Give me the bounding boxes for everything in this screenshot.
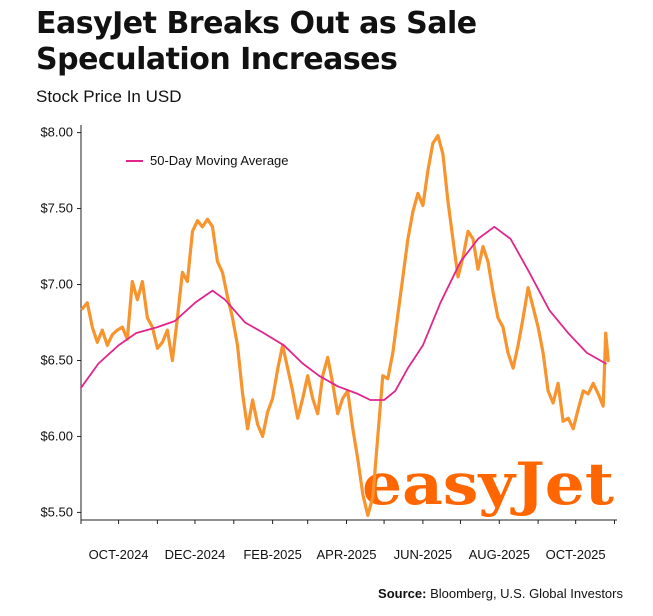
y-tick-label: $6.00 <box>40 428 73 443</box>
x-tick-label: JUN-2025 <box>394 547 453 562</box>
source-note: Source: Bloomberg, U.S. Global Investors <box>378 586 623 601</box>
x-tick-label: OCT-2024 <box>89 547 149 562</box>
source-label: Source: <box>378 586 427 601</box>
chart-subtitle: Stock Price In USD <box>36 87 182 106</box>
stock-price-chart: $5.50 $6.00 $6.50 $7.00 $7.50 $8.00 OCT-2024 D… <box>40 125 617 562</box>
source-text: Bloomberg, U.S. Global Investors <box>430 586 623 601</box>
easyjet-logo: easyJet <box>362 450 614 518</box>
y-axis-ticks: $5.50 $6.00 $6.50 $7.00 $7.50 $8.00 <box>40 125 81 519</box>
y-tick-label: $7.50 <box>40 201 73 216</box>
x-tick-label: DEC-2024 <box>165 547 226 562</box>
legend-label-ma: 50-Day Moving Average <box>150 153 289 168</box>
y-tick-label: $5.50 <box>40 504 73 519</box>
y-tick-label: $6.50 <box>40 352 73 367</box>
y-tick-label: $8.00 <box>40 125 73 140</box>
chart-legend: 50-Day Moving Average <box>126 153 289 168</box>
chart-series <box>80 134 610 517</box>
x-tick-label: FEB-2025 <box>243 547 302 562</box>
x-tick-label: APR-2025 <box>317 547 377 562</box>
x-axis-ticks: OCT-2024 DEC-2024 FEB-2025 APR-2025 JUN-2025… <box>80 520 615 562</box>
x-tick-label: OCT-2025 <box>546 547 606 562</box>
chart-axes <box>80 125 617 521</box>
chart-title: EasyJet Breaks Out as Sale Speculation I… <box>36 6 477 77</box>
moving-average-line <box>80 225 607 401</box>
y-tick-label: $7.00 <box>40 277 73 292</box>
x-tick-label: AUG-2025 <box>469 547 530 562</box>
